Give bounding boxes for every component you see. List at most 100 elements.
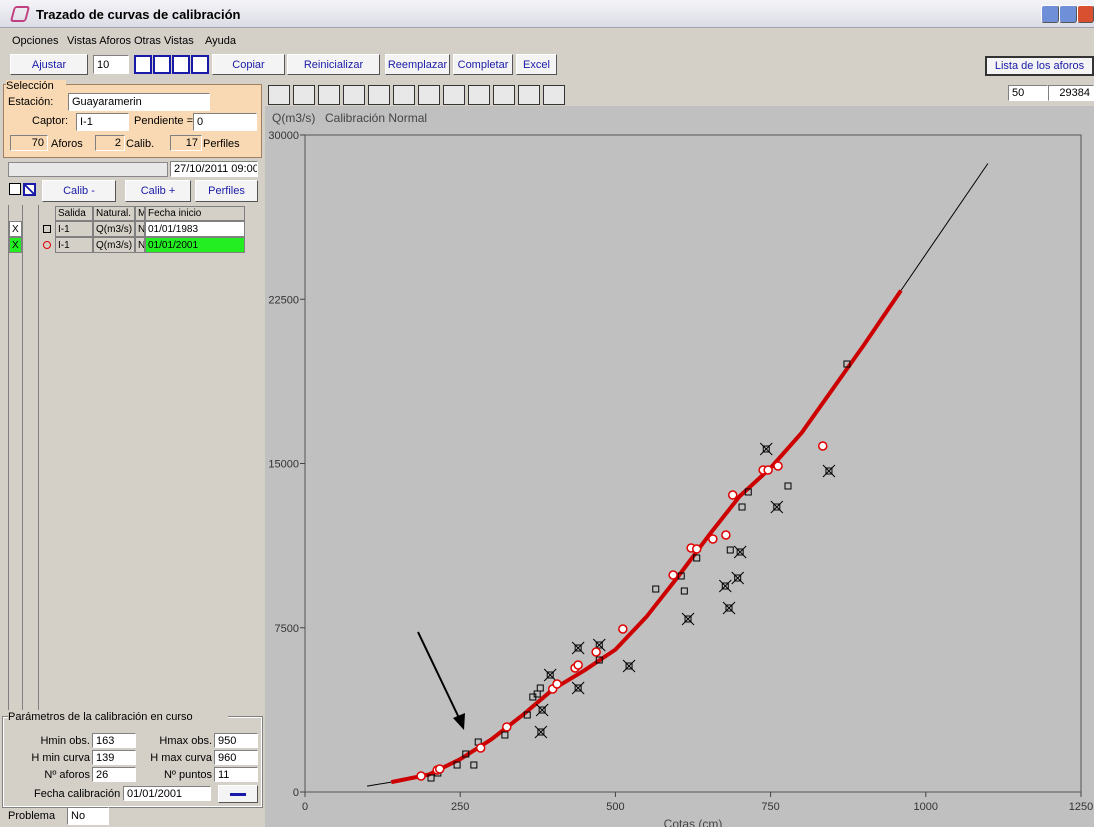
nav-arrow-button[interactable] xyxy=(191,55,209,74)
gauging-circle xyxy=(668,570,678,580)
chart-tool-button[interactable] xyxy=(268,85,290,105)
chart-tool-button[interactable] xyxy=(543,85,565,105)
chart-tool-button[interactable] xyxy=(393,85,415,105)
table-header: M. xyxy=(135,206,145,221)
chart-tool-button[interactable] xyxy=(318,85,340,105)
profiles-button[interactable]: Perfiles xyxy=(195,180,258,202)
chart-tool-button[interactable] xyxy=(293,85,315,105)
date-field[interactable]: 01/01/2001 xyxy=(123,786,211,801)
gauging-circle xyxy=(763,465,773,475)
label: Calib. xyxy=(126,137,155,150)
toolbar-button[interactable]: Ajustar xyxy=(10,54,88,75)
calib-minus-button[interactable]: Calib - xyxy=(42,180,116,202)
gauging-square xyxy=(680,587,688,595)
table-cell: N xyxy=(135,237,145,253)
y-tick-label: 15000 xyxy=(268,459,299,471)
y-axis-label: Q(m3/s) xyxy=(272,111,315,125)
label: Pendiente = xyxy=(134,114,194,127)
chart-tool-button[interactable] xyxy=(443,85,465,105)
gauging-square xyxy=(462,750,470,758)
count: 70 xyxy=(10,135,48,151)
label: H min curva xyxy=(31,751,90,764)
label: Hmax obs. xyxy=(159,734,212,747)
chart-tool-button[interactable] xyxy=(518,85,540,105)
table-cell: 01/01/1983 xyxy=(145,221,245,237)
label: Captor: xyxy=(32,114,69,127)
value-field: 11 xyxy=(214,767,258,782)
excluded-gauging xyxy=(770,500,784,514)
row-check[interactable]: X xyxy=(9,237,22,253)
excluded-gauging xyxy=(534,725,548,739)
gauging-square xyxy=(843,360,851,368)
gauging-circle xyxy=(817,441,828,451)
menu-item[interactable]: Ayuda xyxy=(205,35,236,47)
excluded-gauging xyxy=(718,579,732,593)
station-combo[interactable]: Guayaramerin xyxy=(68,93,210,111)
excluded-gauging xyxy=(822,464,836,478)
chart-title: Calibración Normal xyxy=(325,111,427,125)
chart-tool-button[interactable] xyxy=(468,85,490,105)
toolbar-button[interactable]: Completar xyxy=(453,54,513,75)
gauging-circle xyxy=(416,771,426,781)
count: 17 xyxy=(170,135,202,151)
scrollbar[interactable] xyxy=(8,162,168,177)
value-field: 26 xyxy=(92,767,136,782)
gauging-list-button[interactable]: Lista de los aforos xyxy=(985,56,1094,76)
chart-tool-button[interactable] xyxy=(418,85,440,105)
apply-button[interactable] xyxy=(218,785,258,803)
gauging-square xyxy=(784,482,792,490)
checkbox[interactable] xyxy=(9,183,21,195)
gauging-circle xyxy=(434,764,445,774)
date-field: 27/10/2011 09:00 xyxy=(170,161,258,177)
row-check[interactable]: X xyxy=(9,221,22,237)
gauging-circle xyxy=(475,743,486,753)
nav-arrow-button[interactable] xyxy=(153,55,171,74)
gauging-circle xyxy=(691,544,702,554)
chart-tool-button[interactable] xyxy=(343,85,365,105)
excluded-gauging xyxy=(571,681,585,695)
restore-button[interactable] xyxy=(1059,5,1077,23)
checkbox-checked[interactable] xyxy=(23,183,36,196)
toolbar-button[interactable]: Reemplazar xyxy=(385,54,450,75)
step-combo[interactable]: 10 xyxy=(93,55,129,74)
gauging-square xyxy=(693,554,701,562)
toolbar-button[interactable]: Reinicializar xyxy=(287,54,380,75)
menu-item[interactable]: Otras Vistas xyxy=(134,35,194,47)
y-tick-label: 30000 xyxy=(268,130,299,142)
nav-arrow-button[interactable] xyxy=(134,55,152,74)
close-button[interactable] xyxy=(1077,5,1094,23)
gauging-circle xyxy=(721,530,731,540)
sensor-combo[interactable]: I-1 xyxy=(76,113,129,131)
toolbar-button[interactable]: Excel xyxy=(516,54,557,75)
menu-item[interactable]: Opciones xyxy=(12,35,59,47)
nav-arrow-button[interactable] xyxy=(172,55,190,74)
slope-input[interactable]: 0 xyxy=(193,113,257,131)
minimize-button[interactable] xyxy=(1041,5,1059,23)
gauging-circle xyxy=(502,722,512,732)
gauging-square xyxy=(744,488,752,496)
label: Fecha calibración xyxy=(34,787,121,800)
y-tick-label: 0 xyxy=(293,787,299,799)
value-field: 163 xyxy=(92,733,136,748)
table-header: Natural. xyxy=(93,206,135,221)
table-cell: N xyxy=(135,221,145,237)
x-tick-label: 250 xyxy=(451,801,469,813)
plot-area xyxy=(304,134,1082,793)
gauging-circle xyxy=(773,461,783,471)
table-col-line xyxy=(22,205,23,710)
toolbar-button[interactable]: Copiar xyxy=(212,54,285,75)
menu-item[interactable]: Vistas Aforos xyxy=(67,35,131,47)
x-tick-label: 1000 xyxy=(914,801,938,813)
value-field: 950 xyxy=(214,733,258,748)
status-field: 50 xyxy=(1008,85,1048,101)
excluded-gauging xyxy=(731,571,745,585)
chart-tool-button[interactable] xyxy=(368,85,390,105)
label: Nº puntos xyxy=(163,768,212,781)
excluded-gauging xyxy=(722,601,736,615)
gauging-circle xyxy=(552,679,562,689)
excluded-gauging xyxy=(622,659,636,673)
x-axis-label: Cotas (cm) xyxy=(664,817,723,827)
calib-plus-button[interactable]: Calib + xyxy=(125,180,191,202)
chart-tool-button[interactable] xyxy=(493,85,515,105)
